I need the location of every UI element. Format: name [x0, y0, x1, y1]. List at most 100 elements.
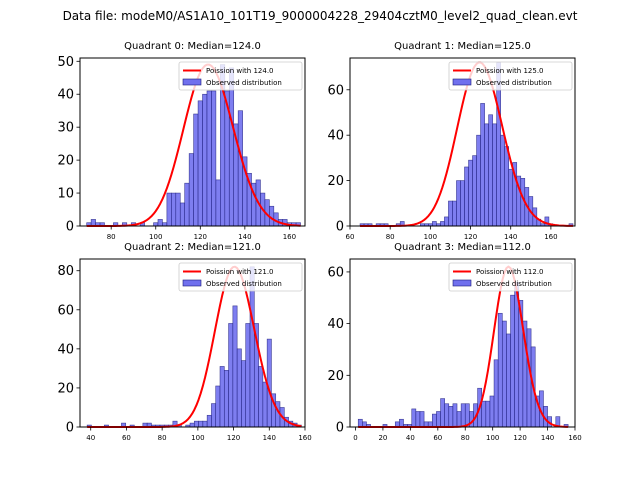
histogram-bar — [399, 418, 404, 428]
histogram-bar — [472, 155, 477, 227]
histogram-bar — [452, 200, 457, 227]
legend-box — [178, 262, 303, 292]
histogram-bar — [171, 192, 177, 227]
histogram-bar — [206, 90, 212, 227]
x-tick-label: 80 — [107, 233, 116, 241]
legend: Poission with 112.0 Observed distribution — [448, 262, 573, 292]
histogram-bar — [245, 323, 251, 428]
subplot-quadrant-0: Quadrant 0: Median=124.0 0 10 20 30 40 50 80 100… — [57, 41, 306, 241]
histogram-bar — [485, 400, 491, 428]
x-tick-label: 100 — [424, 233, 437, 241]
x-tick-label: 100 — [149, 233, 162, 241]
x-tick-label: 140 — [238, 233, 251, 241]
x-tick-label: 20 — [378, 434, 387, 442]
histogram-bar — [198, 420, 204, 428]
x-tick-label: 160 — [568, 434, 581, 442]
histogram-bar — [456, 180, 461, 227]
y-tick-label: 40 — [327, 129, 344, 144]
y-tick-label: 40 — [327, 317, 344, 332]
histogram-bar — [448, 406, 454, 428]
histogram-bar — [500, 134, 505, 227]
histogram-bar — [481, 400, 487, 428]
x-tick-label: 80 — [461, 434, 470, 442]
histogram-bar — [215, 179, 221, 227]
histogram-bar — [206, 414, 212, 428]
x-tick-label: 140 — [263, 434, 276, 442]
histogram-bar — [188, 153, 194, 227]
histogram-bar — [444, 403, 450, 428]
histogram-bar — [504, 146, 510, 227]
x-tick-label: 80 — [158, 434, 167, 442]
histogram-bar — [460, 180, 465, 227]
legend-bar-swatch — [452, 279, 472, 287]
subplot-quadrant-3: Quadrant 3: Median=112.0 0 20 40 60 0 20 40 60 80… — [327, 242, 581, 442]
y-tick-label: 0 — [336, 220, 344, 235]
legend-bar-swatch — [182, 279, 202, 287]
x-tick-label: 40 — [86, 434, 95, 442]
histogram-bar — [497, 312, 503, 428]
histogram-bar — [357, 418, 363, 428]
histogram-bar — [193, 420, 199, 428]
histogram-bar — [436, 411, 441, 428]
axes-frame — [349, 57, 576, 227]
histogram-bar — [232, 305, 238, 428]
histogram-bar — [411, 408, 417, 428]
histogram-bar — [468, 159, 473, 227]
subplot-title: Quadrant 3: Median=112.0 — [394, 242, 531, 253]
legend-bar-swatch — [182, 78, 202, 86]
x-tick-label: 60 — [122, 434, 131, 442]
histogram-bar — [237, 110, 243, 227]
histogram-bar — [258, 366, 264, 428]
subplot-title: Quadrant 2: Median=121.0 — [124, 242, 261, 253]
histogram-bars — [86, 64, 301, 227]
histogram-bar — [501, 320, 507, 428]
histogram-bar — [211, 90, 217, 227]
histogram-bar — [189, 422, 195, 428]
y-tick-label: 0 — [66, 421, 74, 436]
histogram-bar — [215, 385, 221, 428]
histogram-bar — [236, 348, 242, 428]
y-tick-label: 10 — [57, 187, 74, 202]
histogram-bar — [464, 166, 469, 227]
panels: Quadrant 0: Median=124.0 0 10 20 30 40 50 80 100… — [57, 41, 581, 442]
histogram-bar — [514, 281, 520, 428]
histogram-bar — [492, 123, 497, 227]
x-tick-label: 60 — [346, 233, 355, 241]
legend-box — [448, 262, 573, 292]
histogram-bar — [228, 323, 234, 428]
axes-frame — [349, 258, 576, 428]
x-tick-label: 120 — [194, 233, 207, 241]
histogram-bar — [480, 103, 485, 227]
y-tick-label: 30 — [57, 121, 74, 136]
legend-label-observed: Observed distribution — [476, 280, 552, 288]
legend: Poission with 124.0 Observed distribution — [178, 61, 303, 91]
histogram-bar — [460, 403, 466, 428]
y-tick-label: 60 — [327, 83, 344, 98]
histogram-bar — [262, 381, 268, 428]
legend: Poission with 125.0 Observed distribution — [448, 61, 573, 91]
histogram-bar — [211, 403, 217, 428]
x-tick-label: 140 — [504, 233, 517, 241]
histogram-bar — [432, 413, 437, 428]
histogram-bar — [157, 219, 163, 227]
y-tick-label: 40 — [57, 88, 74, 103]
histogram-bar — [415, 411, 421, 428]
legend-label-poisson: Poission with 125.0 — [476, 67, 544, 75]
histogram-bar — [193, 113, 199, 227]
y-tick-label: 50 — [57, 55, 74, 70]
histogram-bar — [476, 134, 481, 227]
legend: Poission with 121.0 Observed distribution — [178, 262, 303, 292]
subplot-quadrant-1: Quadrant 1: Median=125.0 0 20 40 60 60 80 100 12… — [327, 41, 576, 241]
histogram-bar — [184, 182, 190, 227]
y-tick-label: 20 — [57, 381, 74, 396]
subplot-title: Quadrant 0: Median=124.0 — [124, 41, 261, 52]
y-tick-label: 20 — [327, 369, 344, 384]
x-tick-label: 100 — [191, 434, 204, 442]
legend-box — [178, 61, 303, 91]
histogram-bar — [452, 403, 458, 428]
histogram-bar — [489, 395, 495, 428]
legend-label-poisson: Poission with 121.0 — [206, 268, 274, 276]
histogram-bar — [508, 168, 514, 227]
histogram-bar — [448, 200, 453, 227]
